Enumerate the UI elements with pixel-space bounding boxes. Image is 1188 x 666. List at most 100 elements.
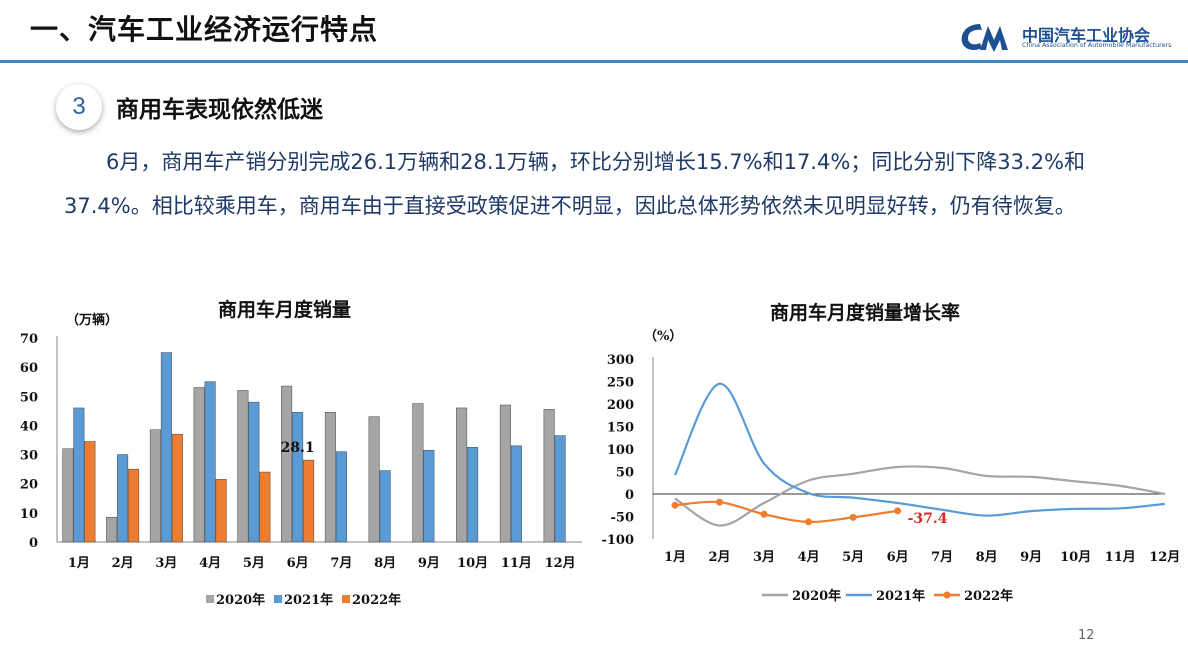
- legend-label: 2021年: [284, 592, 333, 608]
- bar-2021年: [467, 447, 479, 543]
- y-tick-label: 200: [607, 398, 634, 413]
- bar-2020年: [368, 416, 380, 543]
- x-tick-label: 8月: [976, 550, 998, 565]
- bar-2022年: [303, 459, 315, 543]
- data-label: 28.1: [281, 440, 315, 456]
- legend-swatch: [342, 595, 350, 603]
- series-line-2022年: [674, 500, 898, 524]
- legend-label: 2022年: [352, 592, 401, 608]
- x-tick-label: 9月: [1020, 550, 1042, 565]
- bar-2020年: [106, 516, 118, 543]
- bar-2021年: [335, 451, 347, 543]
- point-2022年: [716, 498, 724, 506]
- x-tick-label: 11月: [501, 556, 532, 571]
- growth-rate-line-chart: （%） 300 250 200 150 100 50 0 -50 -100 1月 2月 3月 4月 5月 6月…: [601, 328, 1180, 604]
- legend-label: 2021年: [876, 588, 925, 604]
- logo: 中国汽车工业协会 China Association of Automobile…: [958, 18, 1178, 58]
- x-tick-label: 12月: [545, 556, 576, 571]
- x-tick-label: 6月: [887, 550, 909, 565]
- x-tick-label: 9月: [418, 556, 440, 571]
- y-tick-label: 40: [20, 419, 38, 434]
- bar-2020年: [62, 448, 74, 543]
- bar-2021年: [204, 381, 216, 543]
- x-tick-label: 5月: [243, 556, 265, 571]
- x-tick-label: 3月: [155, 556, 177, 571]
- y-tick-label: 60: [20, 361, 38, 376]
- bar-2021年: [292, 412, 304, 543]
- bar-2020年: [412, 403, 424, 543]
- x-tick-label: 1月: [664, 550, 686, 565]
- legend-label: 2022年: [964, 588, 1013, 604]
- bar-2020年: [456, 407, 468, 543]
- y-tick-label: 50: [616, 466, 634, 481]
- bar-2021年: [554, 435, 566, 543]
- logo-text-en: China Association of Automobile Manufact…: [1022, 42, 1172, 49]
- x-tick-label: 2月: [708, 550, 730, 565]
- y-tick-label: 0: [625, 488, 634, 503]
- bar-2021年: [379, 470, 391, 543]
- y-axis-unit-label: （%）: [644, 328, 682, 344]
- x-tick-label: 3月: [753, 550, 775, 565]
- bar-2020年: [193, 387, 205, 543]
- y-tick-label: -50: [611, 511, 635, 526]
- x-tick-label: 8月: [374, 556, 396, 571]
- summary-paragraph: 6月，商用车产销分别完成26.1万辆和28.1万辆，环比分别增长15.7%和17…: [64, 140, 1144, 228]
- bar-2022年: [84, 441, 96, 543]
- y-tick-label: 250: [607, 376, 634, 391]
- bar-2021年: [510, 445, 522, 543]
- point-2022年: [671, 501, 679, 509]
- x-tick-label: 12月: [1149, 550, 1180, 565]
- y-tick-label: 10: [20, 507, 38, 522]
- header: 一、汽车工业经济运行特点 中国汽车工业协会 China Association …: [0, 0, 1188, 63]
- header-divider: [0, 60, 1188, 63]
- bar-2022年: [171, 433, 183, 543]
- x-tick-label: 7月: [330, 556, 352, 571]
- x-tick-label: 6月: [287, 556, 309, 571]
- y-tick-label: 70: [20, 332, 38, 347]
- legend-swatch: [206, 595, 214, 603]
- section-title: 商用车表现依然低迷: [116, 97, 323, 123]
- bar-2021年: [160, 352, 172, 543]
- summary-text: 6月，商用车产销分别完成26.1万辆和28.1万辆，环比分别增长15.7%和17…: [64, 150, 1086, 218]
- bar-2020年: [324, 412, 336, 543]
- x-tick-label: 11月: [1105, 550, 1136, 565]
- monthly-sales-bar-chart: （万辆） 0 10 20 30 40 50 60 70 1月 2月 3月 4月 5月 6月 7月 8月 9月 10月…: [20, 312, 582, 608]
- bar-2020年: [149, 429, 161, 543]
- y-tick-label: 150: [607, 421, 634, 436]
- legend-label: 2020年: [216, 592, 265, 608]
- bar-2022年: [128, 468, 140, 543]
- bar-2021年: [117, 454, 129, 543]
- y-tick-label: -100: [601, 533, 634, 548]
- bar-2022年: [259, 471, 271, 543]
- bar-2020年: [281, 385, 293, 543]
- y-tick-label: 100: [607, 443, 634, 458]
- x-tick-label: 1月: [68, 556, 90, 571]
- series-line-2020年: [674, 465, 1165, 527]
- page-title: 一、汽车工业经济运行特点: [30, 13, 379, 46]
- x-tick-label: 4月: [199, 556, 221, 571]
- x-tick-label: 10月: [457, 556, 488, 571]
- bar-2020年: [237, 390, 249, 543]
- point-2022年: [849, 513, 857, 521]
- bar-chart-title: 商用车月度销量: [218, 299, 352, 321]
- data-label: -37.4: [908, 511, 948, 527]
- x-tick-label: 2月: [112, 556, 134, 571]
- legend-label: 2020年: [792, 588, 841, 604]
- bar-2022年: [215, 479, 227, 543]
- y-tick-label: 0: [29, 536, 38, 551]
- y-tick-label: 50: [20, 390, 38, 405]
- x-tick-label: 5月: [842, 550, 864, 565]
- x-tick-label: 4月: [798, 550, 820, 565]
- legend-swatch: [274, 595, 282, 603]
- bar-2020年: [499, 404, 511, 543]
- series-line-2021年: [674, 382, 1165, 517]
- legend-marker: [943, 591, 951, 599]
- point-2022年: [805, 518, 813, 526]
- bar-2021年: [423, 449, 435, 543]
- x-tick-label: 7月: [931, 550, 953, 565]
- bar-2021年: [248, 401, 260, 543]
- x-tick-label: 10月: [1060, 550, 1091, 565]
- logo-text-cn: 中国汽车工业协会: [1022, 26, 1151, 45]
- y-tick-label: 20: [20, 478, 38, 493]
- line-chart-title: 商用车月度销量增长率: [770, 302, 961, 324]
